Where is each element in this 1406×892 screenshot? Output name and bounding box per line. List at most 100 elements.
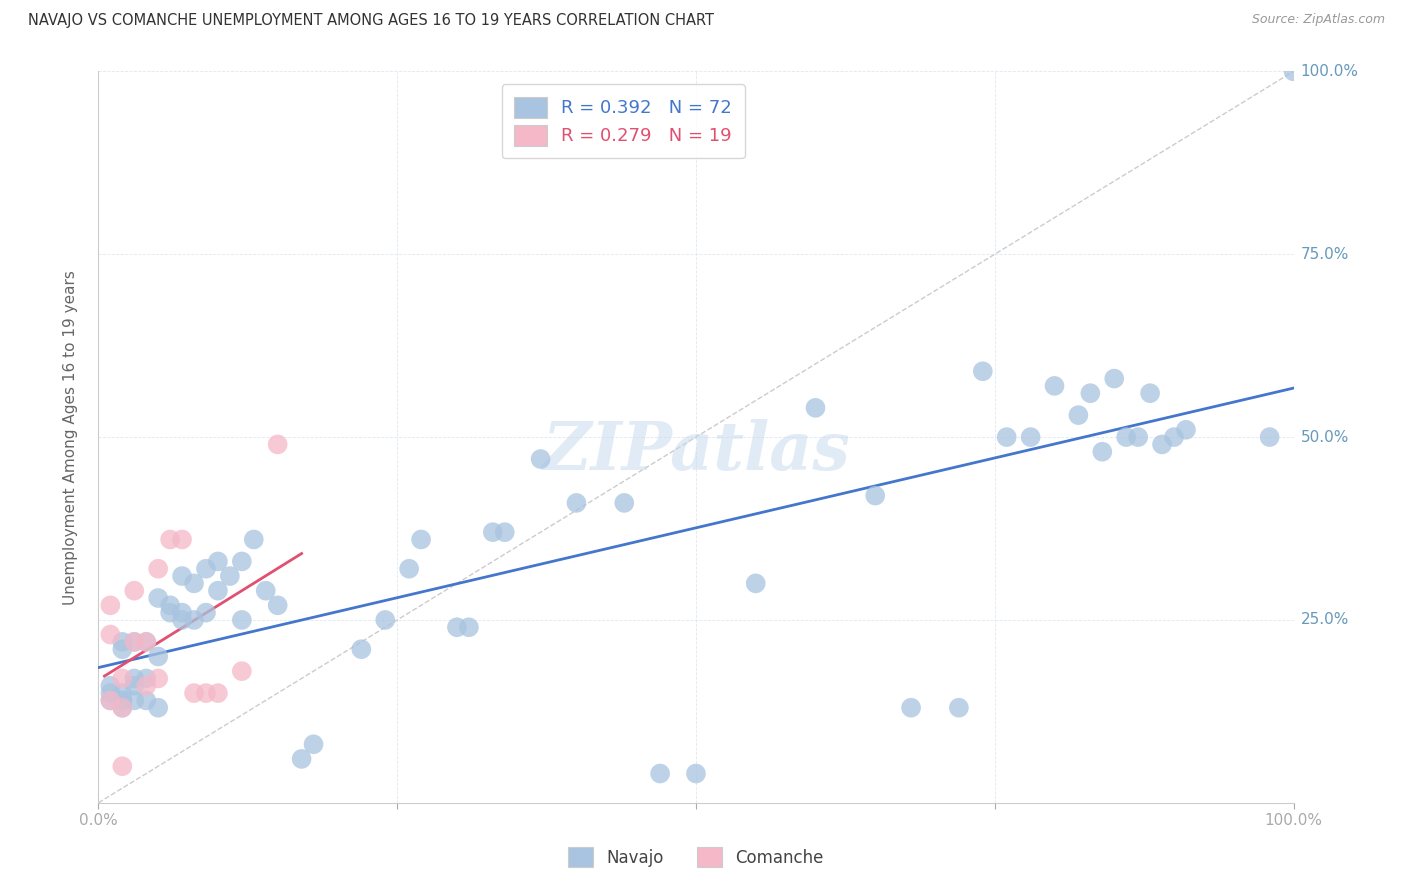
Point xyxy=(1080,386,1102,401)
Point xyxy=(1102,371,1125,385)
Point xyxy=(411,533,433,547)
Text: ZIPatlas: ZIPatlas xyxy=(543,419,849,484)
Point xyxy=(159,606,181,620)
Point xyxy=(446,620,468,634)
Point xyxy=(267,437,290,451)
Point xyxy=(458,620,481,634)
Point xyxy=(172,613,194,627)
Point xyxy=(111,700,134,714)
Point xyxy=(231,613,253,627)
Point xyxy=(207,583,229,598)
Point xyxy=(111,700,134,714)
Point xyxy=(1043,379,1066,393)
Point xyxy=(267,599,290,613)
Point xyxy=(398,562,420,576)
Point xyxy=(804,401,827,415)
Point xyxy=(231,554,253,568)
Point xyxy=(290,752,312,766)
Point xyxy=(1258,430,1281,444)
Point xyxy=(685,766,707,780)
Point xyxy=(183,686,205,700)
Point xyxy=(98,686,122,700)
Point xyxy=(159,599,181,613)
Point xyxy=(111,635,134,649)
Point xyxy=(207,686,229,700)
Text: Source: ZipAtlas.com: Source: ZipAtlas.com xyxy=(1251,13,1385,27)
Point xyxy=(529,452,551,467)
Y-axis label: Unemployment Among Ages 16 to 19 years: Unemployment Among Ages 16 to 19 years xyxy=(63,269,77,605)
Point xyxy=(194,606,217,620)
Point xyxy=(111,672,134,686)
Point xyxy=(745,576,768,591)
Point xyxy=(148,672,170,686)
Point xyxy=(900,700,922,714)
Point xyxy=(172,606,194,620)
Legend: Navajo, Comanche: Navajo, Comanche xyxy=(560,839,832,875)
Point xyxy=(374,613,396,627)
Point xyxy=(1067,408,1090,422)
Point xyxy=(183,576,205,591)
Text: 50.0%: 50.0% xyxy=(1301,430,1348,444)
Point xyxy=(350,642,373,657)
Point xyxy=(111,693,134,707)
Point xyxy=(219,569,242,583)
Text: 25.0%: 25.0% xyxy=(1301,613,1348,627)
Point xyxy=(111,686,134,700)
Point xyxy=(172,533,194,547)
Point xyxy=(124,672,146,686)
Point xyxy=(124,693,146,707)
Point xyxy=(148,562,170,576)
Point xyxy=(1139,386,1161,401)
Point xyxy=(254,583,277,598)
Point xyxy=(111,759,134,773)
Point xyxy=(98,679,122,693)
Point xyxy=(135,635,157,649)
Point xyxy=(481,525,505,540)
Point xyxy=(207,554,229,568)
Point xyxy=(148,649,170,664)
Text: 75.0%: 75.0% xyxy=(1301,247,1348,261)
Point xyxy=(1150,437,1173,451)
Point xyxy=(135,635,157,649)
Point xyxy=(98,693,122,707)
Point xyxy=(243,533,266,547)
Point xyxy=(98,693,122,707)
Point xyxy=(135,693,157,707)
Point xyxy=(135,679,157,693)
Point xyxy=(863,489,886,503)
Text: NAVAJO VS COMANCHE UNEMPLOYMENT AMONG AGES 16 TO 19 YEARS CORRELATION CHART: NAVAJO VS COMANCHE UNEMPLOYMENT AMONG AG… xyxy=(28,13,714,29)
Point xyxy=(1175,423,1198,437)
Point xyxy=(98,599,122,613)
Point xyxy=(194,562,217,576)
Point xyxy=(148,700,170,714)
Point xyxy=(183,613,205,627)
Point xyxy=(159,533,181,547)
Point xyxy=(1163,430,1185,444)
Point xyxy=(948,700,970,714)
Point xyxy=(111,693,134,707)
Point xyxy=(124,583,146,598)
Point xyxy=(172,569,194,583)
Point xyxy=(124,679,146,693)
Point xyxy=(302,737,325,751)
Point xyxy=(111,642,134,657)
Point xyxy=(148,591,170,605)
Point xyxy=(648,766,672,780)
Text: 100.0%: 100.0% xyxy=(1301,64,1358,78)
Point xyxy=(1091,444,1114,458)
Point xyxy=(995,430,1018,444)
Point xyxy=(135,672,157,686)
Point xyxy=(231,664,253,678)
Point xyxy=(1128,430,1150,444)
Point xyxy=(494,525,516,540)
Point xyxy=(1019,430,1042,444)
Point xyxy=(613,496,636,510)
Point xyxy=(124,635,146,649)
Point xyxy=(565,496,588,510)
Point xyxy=(972,364,994,378)
Point xyxy=(1282,64,1305,78)
Point xyxy=(194,686,217,700)
Point xyxy=(124,635,146,649)
Point xyxy=(1115,430,1137,444)
Point xyxy=(98,627,122,641)
